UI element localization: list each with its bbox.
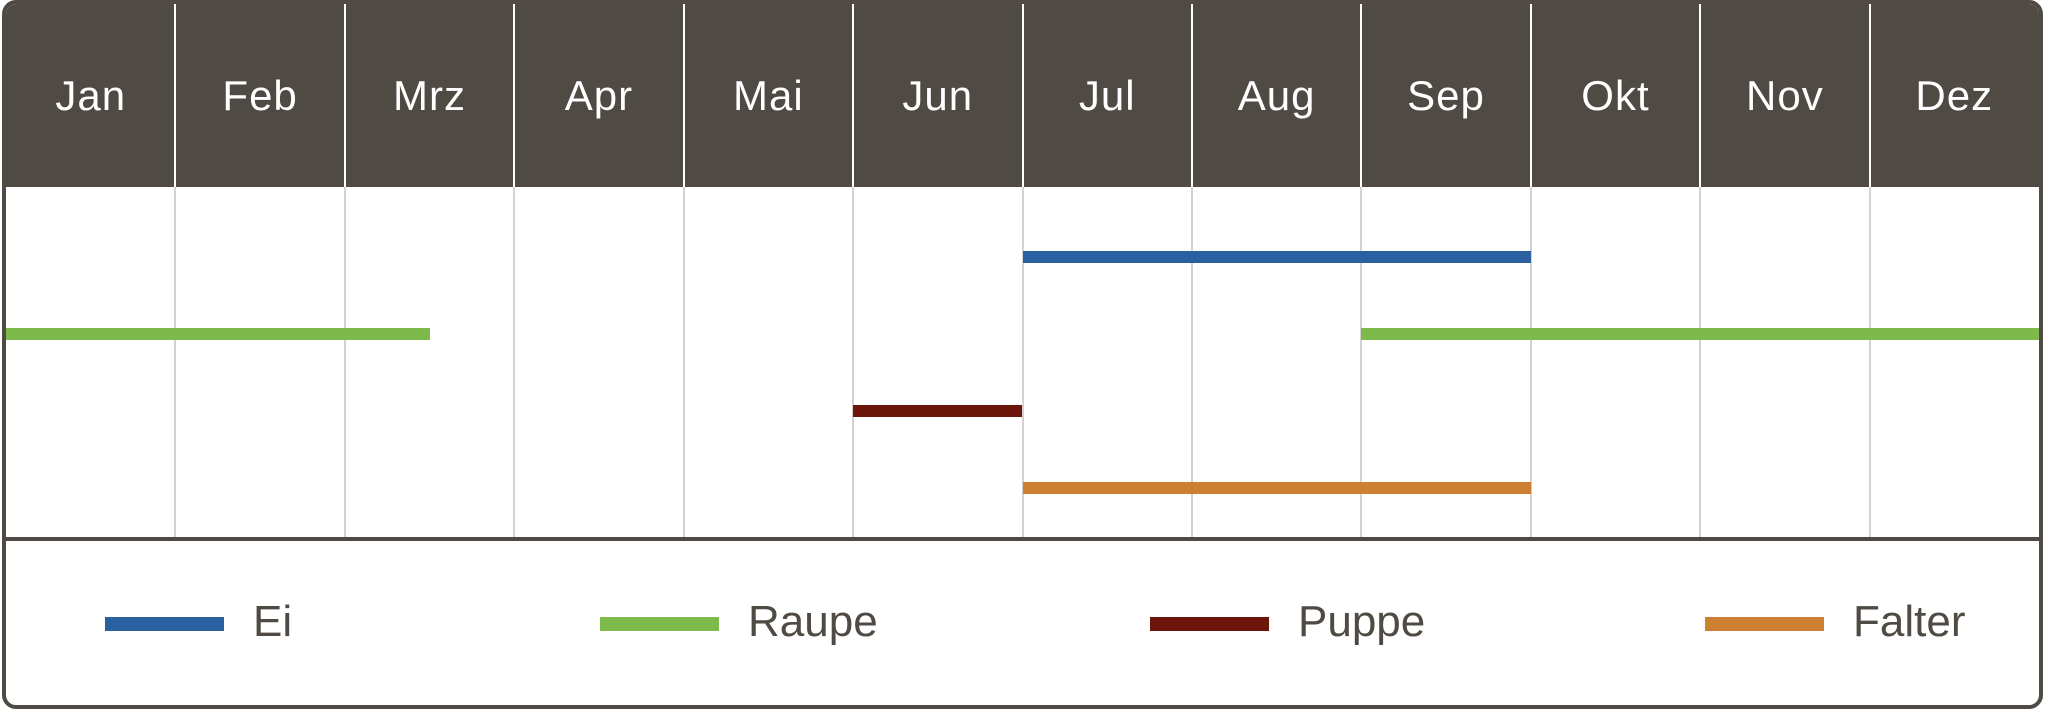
gridline <box>513 187 516 537</box>
gridline <box>343 187 346 537</box>
header-separator <box>852 4 855 187</box>
bar-ei-0 <box>1022 251 1531 263</box>
header-separator <box>1021 4 1024 187</box>
header-separator <box>343 4 346 187</box>
gridline <box>1868 187 1871 537</box>
month-label-mai: Mai <box>733 71 804 119</box>
gridline <box>1360 187 1363 537</box>
gridline <box>174 187 177 537</box>
legend-label-puppe: Puppe <box>1298 597 1426 646</box>
legend-swatch-puppe <box>1150 617 1269 631</box>
legend-swatch-raupe <box>600 617 719 631</box>
month-label-sep: Sep <box>1407 71 1485 119</box>
header-separator <box>1529 4 1532 187</box>
bar-raupe-0 <box>6 328 430 340</box>
month-label-apr: Apr <box>564 71 634 119</box>
header-separator <box>174 4 177 187</box>
gridline <box>1021 187 1024 537</box>
legend-label-falter: Falter <box>1853 597 1966 646</box>
month-label-nov: Nov <box>1746 71 1824 119</box>
month-label-jan: Jan <box>55 71 127 119</box>
header-separator <box>1868 4 1871 187</box>
header-separator <box>1699 4 1702 187</box>
month-label-okt: Okt <box>1581 71 1650 119</box>
gridline <box>852 187 855 537</box>
bar-raupe-1 <box>1361 328 2039 340</box>
legend-swatch-ei <box>105 617 224 631</box>
header-separator <box>1190 4 1193 187</box>
legend-label-ei: Ei <box>253 597 293 646</box>
gridline <box>1699 187 1702 537</box>
month-label-jun: Jun <box>902 71 974 119</box>
header-separator <box>682 4 685 187</box>
legend-swatch-falter <box>1705 617 1824 631</box>
month-label-mrz: Mrz <box>393 71 467 119</box>
legend-label-raupe: Raupe <box>748 597 878 646</box>
bar-falter-0 <box>1022 482 1531 494</box>
legend: Ei Raupe Puppe Falter <box>6 541 2039 705</box>
header-separator <box>513 4 516 187</box>
month-label-feb: Feb <box>222 71 298 119</box>
plot-area <box>6 187 2039 537</box>
month-header: Jan Feb Mrz Apr Mai Jun Jul Aug Sep Okt Nov Dez <box>6 4 2039 187</box>
legend-divider <box>6 537 2039 541</box>
bar-puppe-0 <box>853 405 1023 417</box>
month-label-aug: Aug <box>1237 71 1316 119</box>
gridline <box>1529 187 1532 537</box>
header-separator <box>1360 4 1363 187</box>
gridline <box>1190 187 1193 537</box>
month-label-jul: Jul <box>1078 71 1136 119</box>
gridline <box>682 187 685 537</box>
month-label-dez: Dez <box>1915 71 1994 119</box>
